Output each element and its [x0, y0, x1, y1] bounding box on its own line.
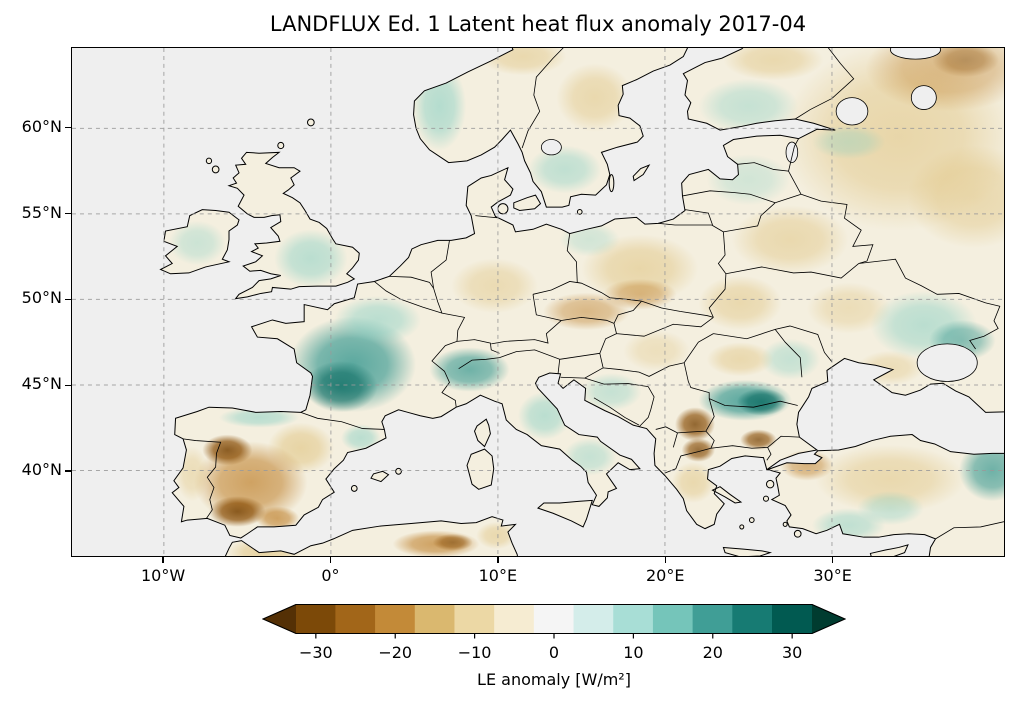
colorbar-segment: [732, 604, 773, 634]
graticule: [72, 48, 1004, 556]
page-title: LANDFLUX Ed. 1 Latent heat flux anomaly …: [269, 12, 807, 36]
lakes: [541, 48, 977, 382]
lat-tick-mark: [64, 127, 71, 129]
colorbar-tick-label: −10: [457, 643, 492, 662]
colorbar-segment: [573, 604, 614, 634]
colorbar-tick-label: −30: [298, 643, 333, 662]
lat-tick-label: 55°N: [21, 202, 62, 222]
colorbar-tick-label: 20: [702, 643, 723, 662]
lat-tick-mark: [64, 298, 71, 301]
colorbar-outline: [262, 604, 846, 635]
lat-tick-label: 45°N: [21, 374, 62, 394]
europe-map: [72, 48, 1004, 556]
lat-tick-label: 50°N: [21, 288, 62, 308]
colorbar-segment: [652, 604, 694, 634]
lat-tick-mark: [64, 470, 71, 472]
lat-tick-mark: [64, 212, 71, 215]
lon-tick-mark: [831, 557, 834, 563]
colorbar-segment: [772, 604, 813, 634]
colorbar-segment: [494, 604, 535, 634]
colorbar-tick-label: −20: [378, 643, 413, 662]
colorbar-segment: [414, 604, 456, 634]
lat-tick-mark: [64, 384, 71, 386]
colorbar-tick-label: 30: [781, 643, 803, 662]
colorbar-segment: [692, 604, 733, 634]
lon-tick-label: 10°W: [140, 566, 186, 585]
anomaly-field: [168, 48, 1004, 556]
colorbar-tick-label: 10: [623, 643, 644, 662]
lat-tick-label: 40°N: [21, 460, 62, 480]
colorbar-label: LE anomaly [W/m²]: [477, 670, 631, 689]
lon-tick-label: 0°: [321, 566, 340, 585]
colorbar-segment: [613, 604, 654, 634]
map-canvas: [71, 47, 1005, 557]
lon-tick-mark: [497, 557, 499, 563]
colorbar-tick-label: 0: [548, 643, 560, 662]
lon-tick-mark: [162, 557, 164, 563]
colorbar-segment: [375, 604, 416, 634]
colorbar-segment: [335, 604, 376, 634]
lat-tick-label: 60°N: [21, 116, 62, 136]
lon-tick-label: 20°E: [645, 566, 685, 585]
lon-tick-label: 30°E: [813, 566, 852, 585]
colorbar-segment: [454, 604, 495, 634]
lon-tick-mark: [664, 557, 666, 563]
colorbar-segment: [533, 604, 575, 634]
country-borders: [183, 48, 1004, 539]
lon-tick-mark: [329, 557, 332, 563]
colorbar-extend-right: [812, 604, 846, 634]
colorbar: [262, 604, 846, 639]
lon-tick-label: 10°E: [478, 566, 518, 585]
colorbar-segment: [295, 604, 336, 634]
colorbar-extend-left: [262, 604, 296, 634]
